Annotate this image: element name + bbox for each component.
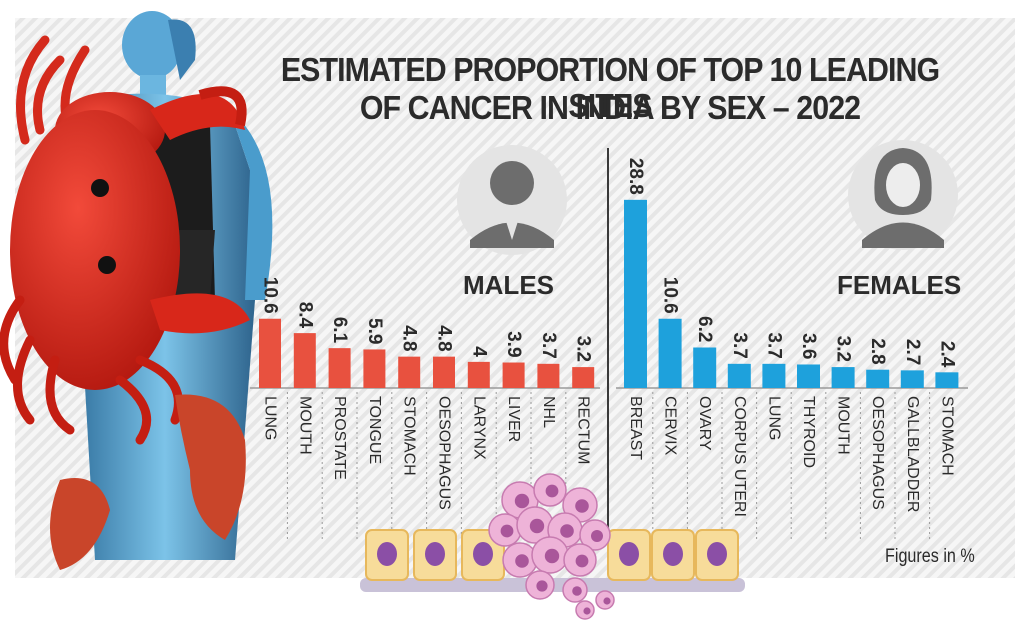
females-bar-5: [797, 364, 820, 388]
females-value-label-2: 6.2: [694, 316, 715, 342]
females-bar-7: [866, 369, 890, 388]
males-category-label-0: LUNG: [262, 396, 279, 440]
females-bar-0: [624, 199, 647, 388]
males-value-label-0: 10.6: [260, 277, 281, 314]
males-value-label-8: 3.7: [538, 332, 559, 358]
females-category-label-9: STOMACH: [938, 396, 955, 476]
females-bar-6: [831, 367, 855, 388]
males-bar-5: [433, 356, 455, 388]
females-value-label-0: 28.8: [625, 158, 646, 195]
females-bar-9: [935, 372, 959, 388]
males-value-label-6: 4: [468, 346, 489, 357]
females-category-label-3: CORPUS UTERI: [731, 396, 748, 517]
males-bar-2: [328, 348, 351, 388]
chart-title-line-1: ESTIMATED PROPORTION OF TOP 10 LEADING S…: [280, 51, 940, 124]
females-category-label-7: OESOPHAGUS: [869, 396, 886, 510]
females-bar-8: [900, 370, 924, 388]
females-value-label-4: 3.7: [763, 332, 784, 358]
females-value-label-3: 3.7: [729, 332, 750, 358]
males-value-label-3: 5.9: [364, 318, 385, 344]
females-category-label-4: LUNG: [765, 396, 782, 440]
females-category-label-0: BREAST: [627, 396, 644, 460]
males-bar-8: [537, 363, 560, 388]
males-bar-6: [467, 361, 490, 388]
females-category-label-2: OVARY: [696, 396, 713, 451]
males-category-label-7: LIVER: [505, 396, 522, 442]
males-category-label-6: LARYNX: [470, 396, 487, 460]
males-bar-9: [572, 367, 595, 388]
males-bar-4: [398, 356, 421, 388]
females-value-label-7: 2.8: [867, 338, 888, 364]
males-category-label-1: MOUTH: [296, 396, 313, 455]
females-bar-2: [693, 347, 717, 388]
crab-illustration: [0, 35, 250, 570]
females-bar-1: [658, 318, 682, 388]
females-value-label-5: 3.6: [798, 333, 819, 359]
males-bar-0: [259, 318, 281, 388]
males-value-label-5: 4.8: [434, 325, 455, 351]
females-value-label-6: 3.2: [833, 336, 854, 362]
males-category-label-8: NHL: [540, 396, 557, 428]
females-bar-4: [762, 363, 786, 388]
females-category-label-1: CERVIX: [662, 396, 679, 456]
units-footnote: Figures in %: [885, 546, 975, 567]
males-value-label-1: 8.4: [294, 302, 315, 329]
tissue-cells-illustration: [360, 473, 745, 620]
females-value-label-8: 2.7: [902, 339, 923, 365]
male-avatar-icon: [457, 145, 567, 255]
chart-title-line-2: OF CANCER IN INDIA BY SEX – 2022: [359, 89, 861, 126]
males-category-label-9: RECTUM: [575, 396, 592, 464]
males-group-label: MALES: [463, 270, 554, 300]
females-category-label-5: THYROID: [800, 396, 817, 468]
males-bar-3: [363, 349, 386, 388]
males-category-label-4: STOMACH: [401, 396, 418, 476]
females-group-label: FEMALES: [837, 270, 962, 300]
females-category-label-8: GALLBLADDER: [904, 396, 921, 513]
males-value-label-9: 3.2: [573, 336, 594, 362]
males-value-label-7: 3.9: [503, 331, 524, 357]
females-value-label-9: 2.4: [936, 341, 957, 368]
males-bar-7: [502, 362, 525, 388]
females-bar-3: [727, 363, 751, 388]
females-category-label-6: MOUTH: [835, 396, 852, 455]
females-value-label-1: 10.6: [660, 277, 681, 314]
males-bar-1: [293, 333, 316, 388]
female-avatar-icon: [848, 140, 958, 250]
males-category-label-3: TONGUE: [366, 396, 383, 464]
males-value-label-4: 4.8: [399, 325, 420, 351]
males-category-label-5: OESOPHAGUS: [436, 396, 453, 510]
males-category-label-2: PROSTATE: [331, 396, 348, 480]
males-value-label-2: 6.1: [329, 317, 350, 344]
